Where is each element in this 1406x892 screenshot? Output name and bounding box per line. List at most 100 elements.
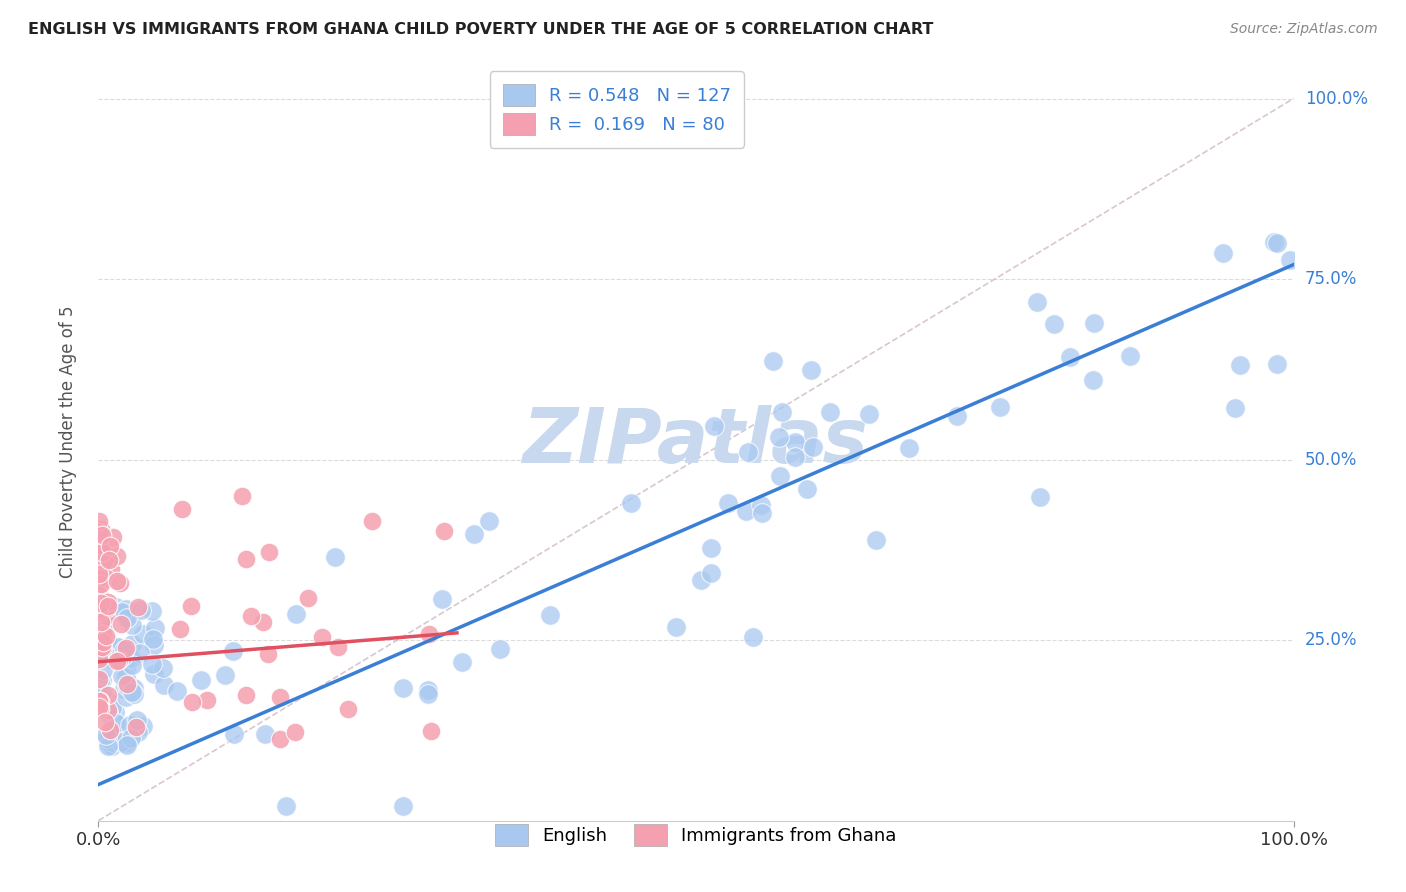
Point bbox=[145, 621, 167, 635]
Point bbox=[141, 603, 163, 617]
Point bbox=[141, 657, 163, 671]
Point bbox=[1042, 318, 1064, 332]
Point bbox=[297, 591, 319, 605]
Point bbox=[1229, 358, 1251, 372]
Point bbox=[94, 649, 117, 664]
Point bbox=[97, 635, 120, 649]
Point bbox=[94, 570, 117, 584]
Point bbox=[93, 554, 115, 568]
Point bbox=[269, 690, 291, 704]
Point bbox=[87, 673, 110, 687]
Point bbox=[284, 724, 307, 739]
Point bbox=[257, 647, 280, 661]
Point bbox=[93, 617, 115, 632]
Point bbox=[240, 608, 263, 623]
Point bbox=[90, 527, 112, 541]
Point bbox=[90, 596, 112, 610]
Point bbox=[865, 533, 887, 547]
Point bbox=[125, 720, 148, 734]
Point bbox=[818, 405, 841, 419]
Point bbox=[89, 702, 111, 716]
Y-axis label: Child Poverty Under the Age of 5: Child Poverty Under the Age of 5 bbox=[59, 305, 77, 578]
Point bbox=[90, 576, 112, 591]
Point bbox=[91, 640, 114, 655]
Point bbox=[98, 652, 121, 666]
Point bbox=[478, 514, 501, 528]
Point bbox=[222, 727, 245, 741]
Point bbox=[1263, 235, 1285, 249]
Point bbox=[127, 724, 149, 739]
Point bbox=[108, 727, 131, 741]
Point bbox=[110, 617, 132, 632]
Point bbox=[91, 527, 114, 541]
Point bbox=[152, 661, 174, 675]
Point bbox=[703, 419, 725, 434]
Point bbox=[115, 610, 138, 624]
Point bbox=[120, 718, 142, 732]
Point bbox=[311, 630, 333, 644]
Point bbox=[89, 694, 111, 708]
Point bbox=[89, 605, 111, 619]
Point bbox=[101, 739, 124, 754]
Point bbox=[87, 538, 110, 552]
Point bbox=[430, 591, 453, 606]
Point bbox=[770, 405, 793, 419]
Point bbox=[93, 715, 115, 730]
Point bbox=[104, 716, 127, 731]
Point bbox=[231, 490, 253, 504]
Point bbox=[103, 653, 125, 667]
Point bbox=[114, 662, 136, 676]
Text: 25.0%: 25.0% bbox=[1305, 632, 1357, 649]
Point bbox=[120, 651, 142, 665]
Point bbox=[742, 630, 765, 644]
Point bbox=[751, 506, 773, 520]
Point bbox=[121, 685, 143, 699]
Point bbox=[143, 666, 166, 681]
Point bbox=[796, 482, 818, 496]
Point bbox=[132, 719, 155, 733]
Point bbox=[392, 799, 415, 814]
Point bbox=[89, 602, 111, 616]
Point bbox=[108, 653, 131, 667]
Point bbox=[90, 545, 112, 559]
Point bbox=[96, 648, 118, 663]
Point bbox=[98, 695, 121, 709]
Point bbox=[96, 600, 118, 615]
Point bbox=[1028, 490, 1050, 504]
Point bbox=[235, 689, 257, 703]
Point bbox=[735, 504, 758, 518]
Point bbox=[87, 588, 110, 602]
Point bbox=[96, 731, 118, 746]
Point bbox=[121, 636, 143, 650]
Legend: English, Immigrants from Ghana: English, Immigrants from Ghana bbox=[488, 817, 904, 854]
Point bbox=[1212, 245, 1234, 260]
Point bbox=[620, 496, 643, 510]
Point bbox=[420, 724, 443, 739]
Point bbox=[463, 527, 485, 541]
Point bbox=[94, 728, 117, 742]
Point bbox=[190, 673, 212, 687]
Point bbox=[180, 599, 202, 613]
Point bbox=[946, 409, 969, 424]
Point bbox=[392, 681, 415, 695]
Point bbox=[93, 702, 115, 716]
Point bbox=[1059, 350, 1081, 364]
Point bbox=[114, 690, 136, 704]
Point bbox=[91, 635, 114, 649]
Point bbox=[115, 735, 138, 749]
Point bbox=[284, 607, 307, 621]
Point bbox=[91, 673, 114, 687]
Point bbox=[128, 599, 150, 614]
Point bbox=[100, 539, 122, 553]
Point bbox=[323, 549, 346, 564]
Point bbox=[253, 727, 276, 741]
Point bbox=[111, 648, 134, 663]
Point bbox=[97, 688, 120, 702]
Point bbox=[87, 524, 110, 539]
Point bbox=[269, 732, 291, 747]
Point bbox=[1278, 252, 1301, 267]
Point bbox=[132, 626, 155, 640]
Point bbox=[101, 530, 124, 544]
Point bbox=[87, 514, 110, 528]
Point bbox=[252, 615, 274, 629]
